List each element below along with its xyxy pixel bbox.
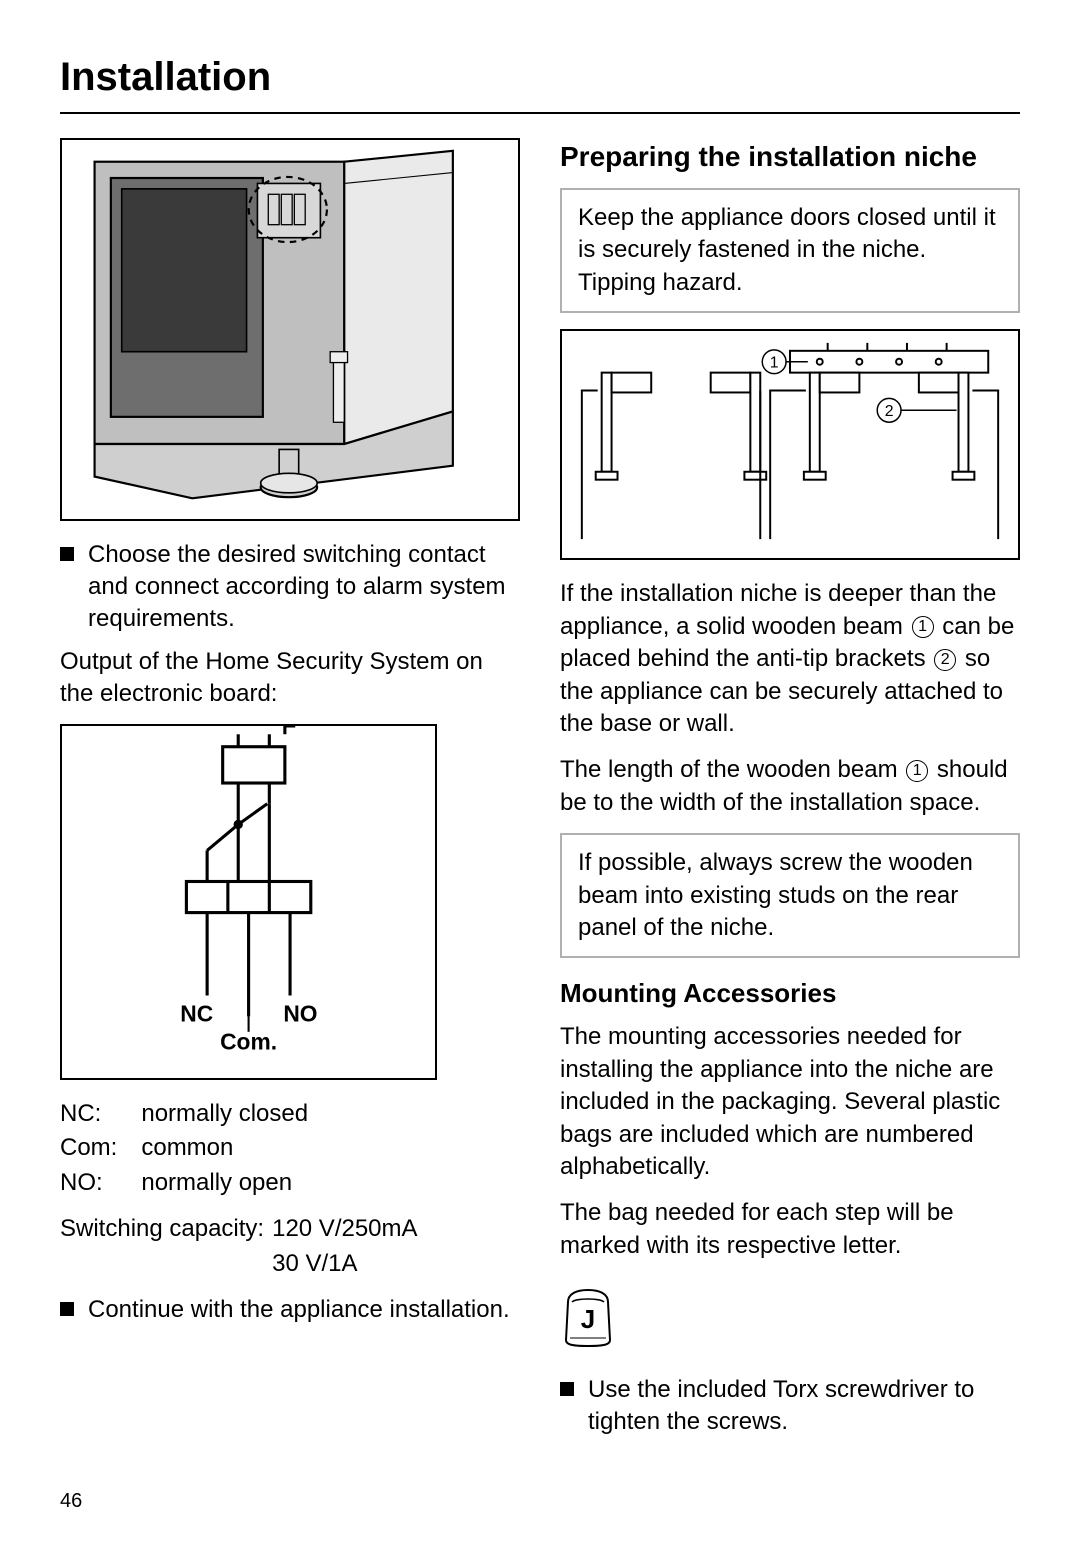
- callout-1: 1: [770, 355, 779, 372]
- notice-screw-studs: If possible, always screw the wooden bea…: [560, 833, 1020, 958]
- right-column: Preparing the installation niche Keep th…: [560, 138, 1020, 1448]
- label-nc: NC: [180, 1001, 213, 1027]
- bullet-text: Use the included Torx screwdriver to tig…: [588, 1374, 1020, 1439]
- switching-v1: 120 V/250mA: [272, 1213, 520, 1245]
- page-title: Installation: [60, 50, 1020, 114]
- bullet-torx: Use the included Torx screwdriver to tig…: [560, 1374, 1020, 1439]
- circuit-svg: NC NO Com.: [62, 726, 435, 1068]
- bullet-square-icon: [60, 547, 74, 561]
- def-com-key: Com:: [60, 1132, 117, 1164]
- page-number: 46: [60, 1488, 1020, 1515]
- switching-v2: 30 V/1A: [272, 1248, 520, 1280]
- switching-capacity: Switching capacity: 120 V/250mA 30 V/1A: [60, 1213, 520, 1280]
- def-no-val: normally open: [141, 1167, 520, 1199]
- output-intro-text: Output of the Home Security System on th…: [60, 646, 520, 711]
- bullet-square-icon: [560, 1382, 574, 1396]
- appliance-corner-svg: [62, 140, 518, 509]
- notice-text: Keep the appliance doors closed until it…: [578, 204, 996, 296]
- def-no-key: NO:: [60, 1167, 117, 1199]
- figure-niche-top-view: 1 2: [560, 329, 1020, 560]
- para-bag-letter: The bag needed for each step will be mar…: [560, 1197, 1020, 1262]
- bag-letter: J: [581, 1304, 595, 1334]
- terminal-definitions: NC: normally closed Com: common NO: norm…: [60, 1098, 520, 1199]
- para-accessories-included: The mounting accessories needed for inst…: [560, 1021, 1020, 1183]
- figure-circuit-diagram: NC NO Com.: [60, 724, 437, 1079]
- para-beam-length: The length of the wooden beam 1 should b…: [560, 754, 1020, 819]
- bullet-continue: Continue with the appliance installation…: [60, 1294, 520, 1326]
- notice-tipping-hazard: Keep the appliance doors closed until it…: [560, 188, 1020, 313]
- def-nc-val: normally closed: [141, 1098, 520, 1130]
- notice-text: If possible, always screw the wooden bea…: [578, 849, 973, 941]
- bullet-text: Choose the desired switching contact and…: [88, 539, 520, 636]
- inline-callout-2: 2: [934, 649, 956, 671]
- figure-appliance-corner: [60, 138, 520, 521]
- def-nc-key: NC:: [60, 1098, 117, 1130]
- label-com: Com.: [220, 1029, 277, 1055]
- heading-preparing-niche: Preparing the installation niche: [560, 138, 1020, 176]
- bullet-square-icon: [60, 1302, 74, 1316]
- callout-2: 2: [885, 403, 894, 420]
- inline-callout-1: 1: [912, 616, 934, 638]
- inline-callout-1b: 1: [906, 760, 928, 782]
- bullet-text: Continue with the appliance installation…: [88, 1294, 510, 1326]
- label-no: NO: [283, 1001, 317, 1027]
- def-com-val: common: [141, 1132, 520, 1164]
- heading-mounting-accessories: Mounting Accessories: [560, 976, 1020, 1011]
- two-column-layout: Choose the desired switching contact and…: [60, 138, 1020, 1448]
- niche-svg: 1 2: [562, 331, 1018, 549]
- left-column: Choose the desired switching contact and…: [60, 138, 520, 1448]
- para-niche-deeper: If the installation niche is deeper than…: [560, 578, 1020, 740]
- bullet-choose-switching: Choose the desired switching contact and…: [60, 539, 520, 636]
- bag-icon: J: [560, 1284, 616, 1357]
- switching-label: Switching capacity:: [60, 1213, 264, 1245]
